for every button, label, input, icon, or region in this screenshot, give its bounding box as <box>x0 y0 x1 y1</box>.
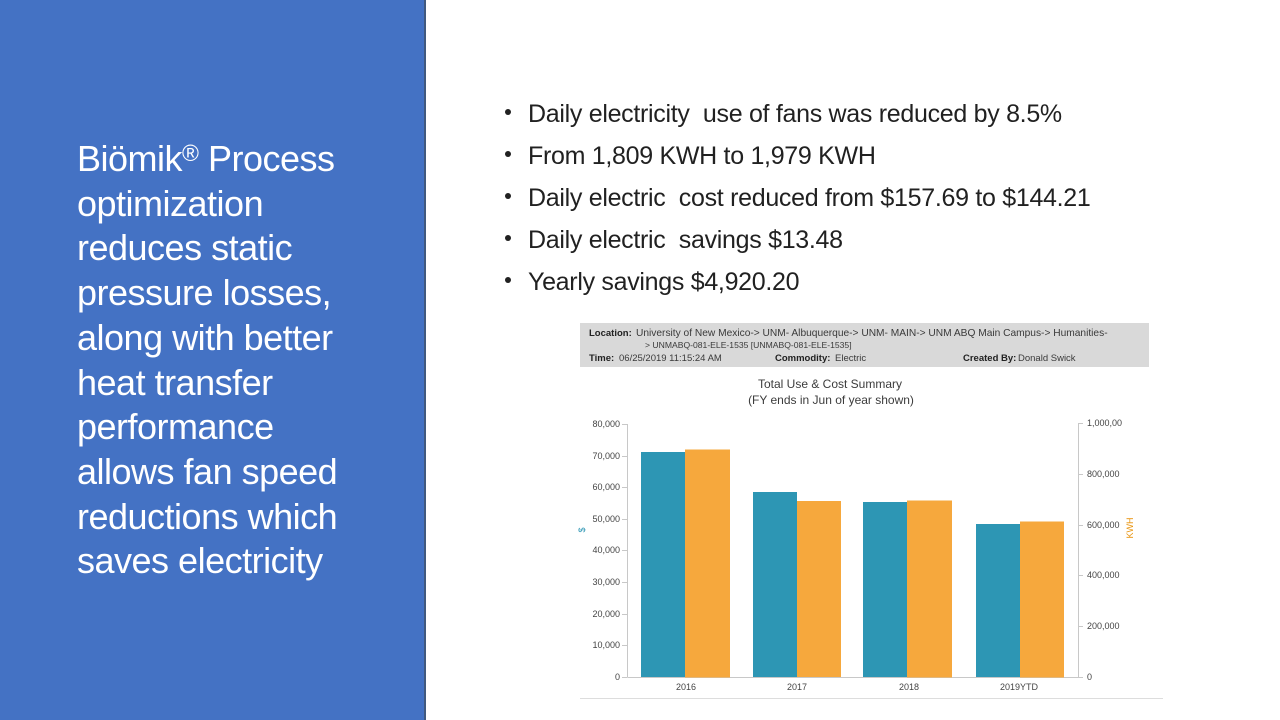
svg-text:Commodity:: Commodity: <box>775 353 830 364</box>
svg-text:Created By:: Created By: <box>963 353 1016 364</box>
svg-text:Electric: Electric <box>835 353 866 364</box>
svg-text:> UNMABQ-081-ELE-1535 [UNMABQ-: > UNMABQ-081-ELE-1535 [UNMABQ-081-ELE-15… <box>645 340 852 350</box>
svg-text:400,000: 400,000 <box>1087 570 1120 580</box>
svg-text:50,000: 50,000 <box>592 514 620 524</box>
svg-text:KWH: KWH <box>1125 518 1135 539</box>
svg-text:80,000: 80,000 <box>592 419 620 429</box>
svg-text:0: 0 <box>1087 672 1092 682</box>
svg-text:70,000: 70,000 <box>592 451 620 461</box>
svg-text:University of New Mexico-> UNM: University of New Mexico-> UNM- Albuquer… <box>636 328 1108 339</box>
svg-text:Time:: Time: <box>589 353 614 364</box>
svg-text:200,000: 200,000 <box>1087 621 1120 631</box>
svg-text:1,000,00: 1,000,00 <box>1087 418 1122 428</box>
svg-text:800,000: 800,000 <box>1087 469 1120 479</box>
svg-text:20,000: 20,000 <box>592 609 620 619</box>
svg-text:60,000: 60,000 <box>592 482 620 492</box>
svg-text:06/25/2019 11:15:24 AM: 06/25/2019 11:15:24 AM <box>619 353 722 364</box>
svg-text:(FY ends in Jun of year shown): (FY ends in Jun of year shown) <box>748 393 914 407</box>
svg-text:40,000: 40,000 <box>592 545 620 555</box>
svg-text:10,000: 10,000 <box>592 640 620 650</box>
svg-text:Location:: Location: <box>589 328 632 339</box>
svg-text:Total Use & Cost Summary: Total Use & Cost Summary <box>758 377 902 391</box>
svg-text:30,000: 30,000 <box>592 577 620 587</box>
svg-text:$: $ <box>577 527 587 532</box>
svg-text:2016: 2016 <box>676 682 696 692</box>
svg-text:2017: 2017 <box>787 682 807 692</box>
svg-text:2019YTD: 2019YTD <box>1000 682 1039 692</box>
svg-text:600,000: 600,000 <box>1087 520 1120 530</box>
svg-text:Donald Swick: Donald Swick <box>1018 353 1076 364</box>
svg-text:0: 0 <box>615 672 620 682</box>
svg-text:2018: 2018 <box>899 682 919 692</box>
